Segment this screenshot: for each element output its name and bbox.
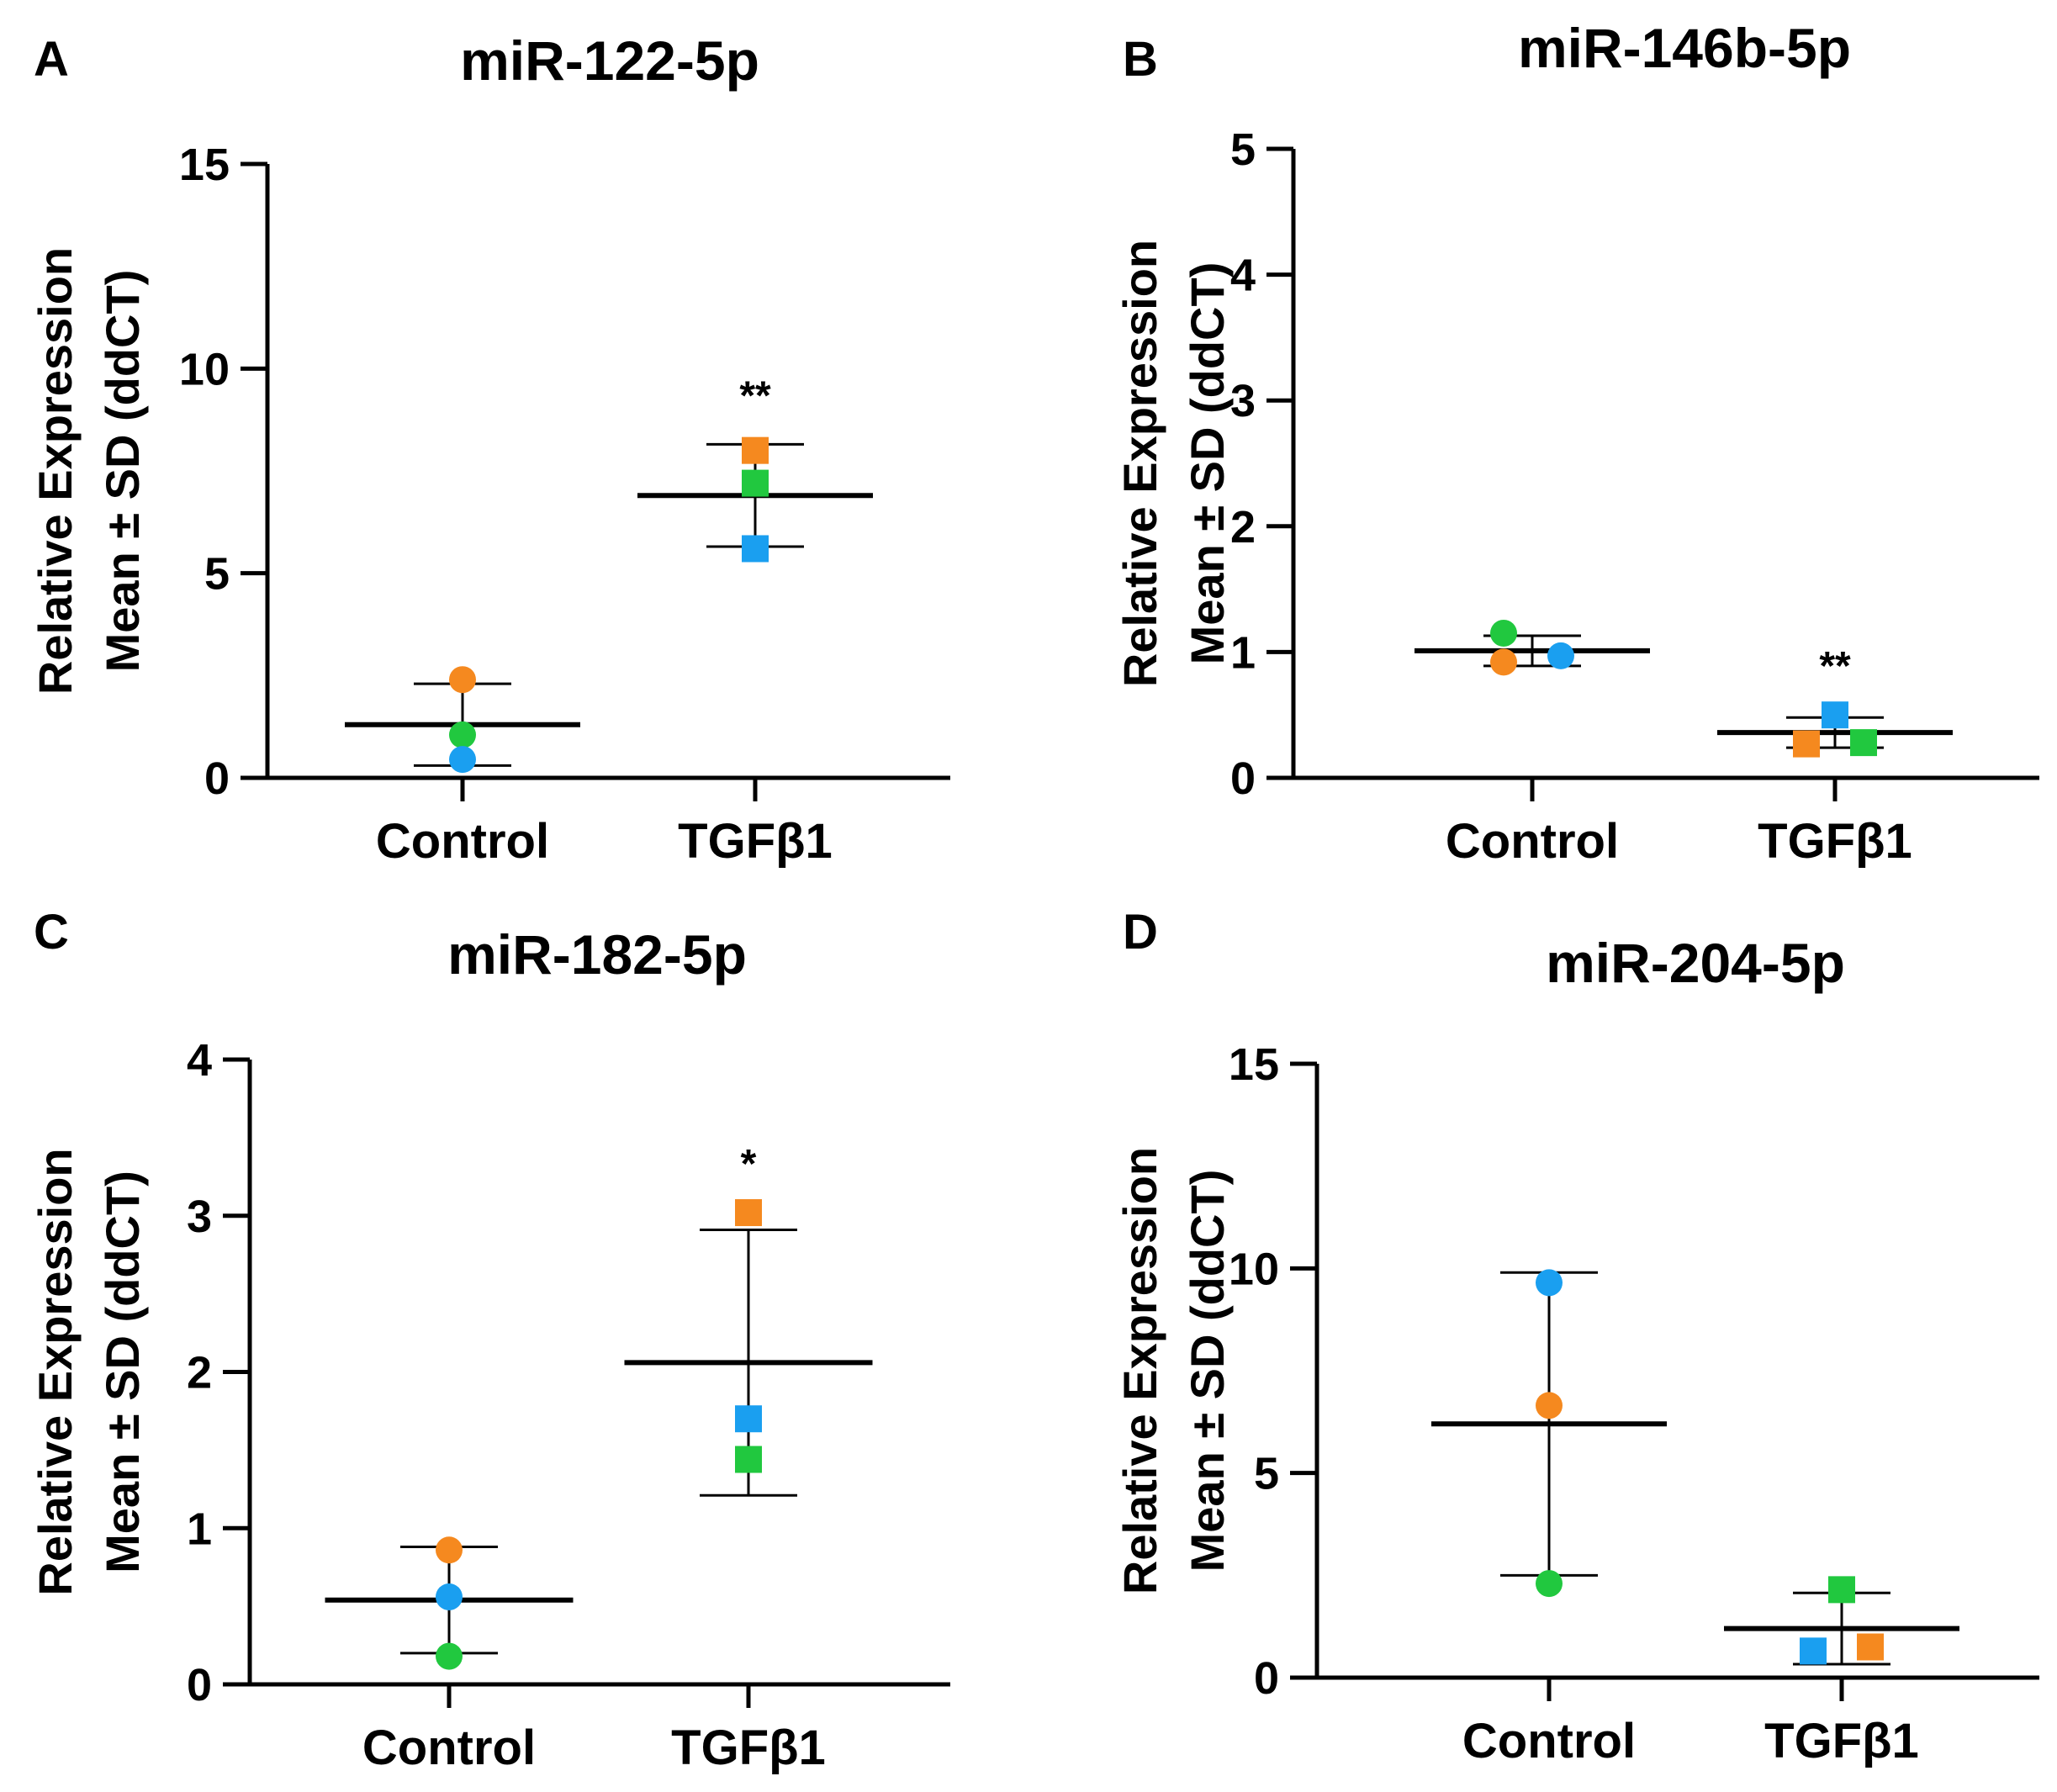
data-point [1828,1576,1855,1604]
x-tick-label: Control [1446,814,1619,869]
data-point [436,1642,463,1670]
x-tick-label: Control [376,814,549,869]
y-tick-label: 0 [1230,753,1256,804]
x-tick-label: TGFβ1 [671,1721,826,1775]
data-point [1536,1570,1563,1598]
x-tick-label: TGFβ1 [1758,814,1912,869]
y-tick-label: 0 [204,753,230,804]
chart-title: miR-182-5p [447,923,747,986]
y-axis-label-units: Mean ± SD (ddCT) [1181,1170,1234,1573]
y-tick-label: 5 [1230,124,1256,175]
panel-letter: D [1123,905,1158,959]
x-tick-label: Control [362,1721,536,1775]
data-point [449,666,476,694]
panel-letter: A [34,32,69,87]
data-point [742,436,769,464]
data-point [735,1405,762,1433]
data-point [1850,729,1877,757]
y-tick-label: 1 [1230,627,1256,678]
y-axis-label-units: Mean ± SD (ddCT) [96,270,149,673]
y-tick-label: 1 [187,1504,212,1554]
data-point [735,1199,762,1227]
chart-title: miR-122-5p [460,29,759,92]
y-tick-label: 5 [1254,1449,1279,1499]
chart-title: miR-204-5p [1546,932,1845,994]
data-point [436,1583,463,1610]
y-tick-label: 10 [1229,1244,1279,1294]
x-tick-label: TGFβ1 [1764,1714,1919,1768]
data-point [735,1446,762,1473]
data-point [1800,1637,1827,1665]
y-axis-label: Relative Expression [29,1148,82,1595]
data-point [436,1536,463,1564]
data-point [1490,619,1517,647]
significance-marker: * [741,1142,757,1187]
panel-letter: B [1123,32,1158,87]
x-tick-label: Control [1462,1714,1636,1768]
x-tick-label: TGFβ1 [678,814,833,869]
data-point [449,746,476,774]
y-tick-label: 10 [179,344,230,394]
y-tick-label: 5 [204,549,230,600]
y-tick-label: 2 [187,1348,212,1398]
data-point [1490,648,1517,676]
data-point [742,469,769,497]
y-tick-label: 0 [1254,1653,1279,1704]
significance-marker: ** [1819,644,1851,689]
data-point [1857,1633,1884,1661]
data-point [1536,1392,1563,1419]
y-axis-label: Relative Expression [1113,1147,1166,1594]
data-point [742,535,769,563]
data-point [1547,642,1574,669]
y-tick-label: 4 [187,1035,212,1086]
y-axis-label-units: Mean ± SD (ddCT) [1181,262,1234,665]
y-tick-label: 15 [179,140,230,190]
y-axis-label: Relative Expression [1113,240,1166,687]
data-point [1536,1269,1563,1297]
y-tick-label: 4 [1230,251,1256,301]
data-point [1793,730,1820,758]
y-tick-label: 2 [1230,502,1256,552]
data-point [449,721,476,748]
significance-marker: ** [739,373,771,418]
y-tick-label: 3 [187,1192,212,1242]
y-tick-label: 3 [1230,376,1256,426]
y-tick-label: 15 [1229,1039,1279,1090]
y-axis-label: Relative Expression [29,247,82,695]
y-tick-label: 0 [187,1660,212,1710]
chart-title: miR-146b-5p [1518,17,1851,79]
y-axis-label-units: Mean ± SD (ddCT) [96,1171,149,1573]
panel-letter: C [34,905,69,959]
data-point [1822,701,1848,729]
